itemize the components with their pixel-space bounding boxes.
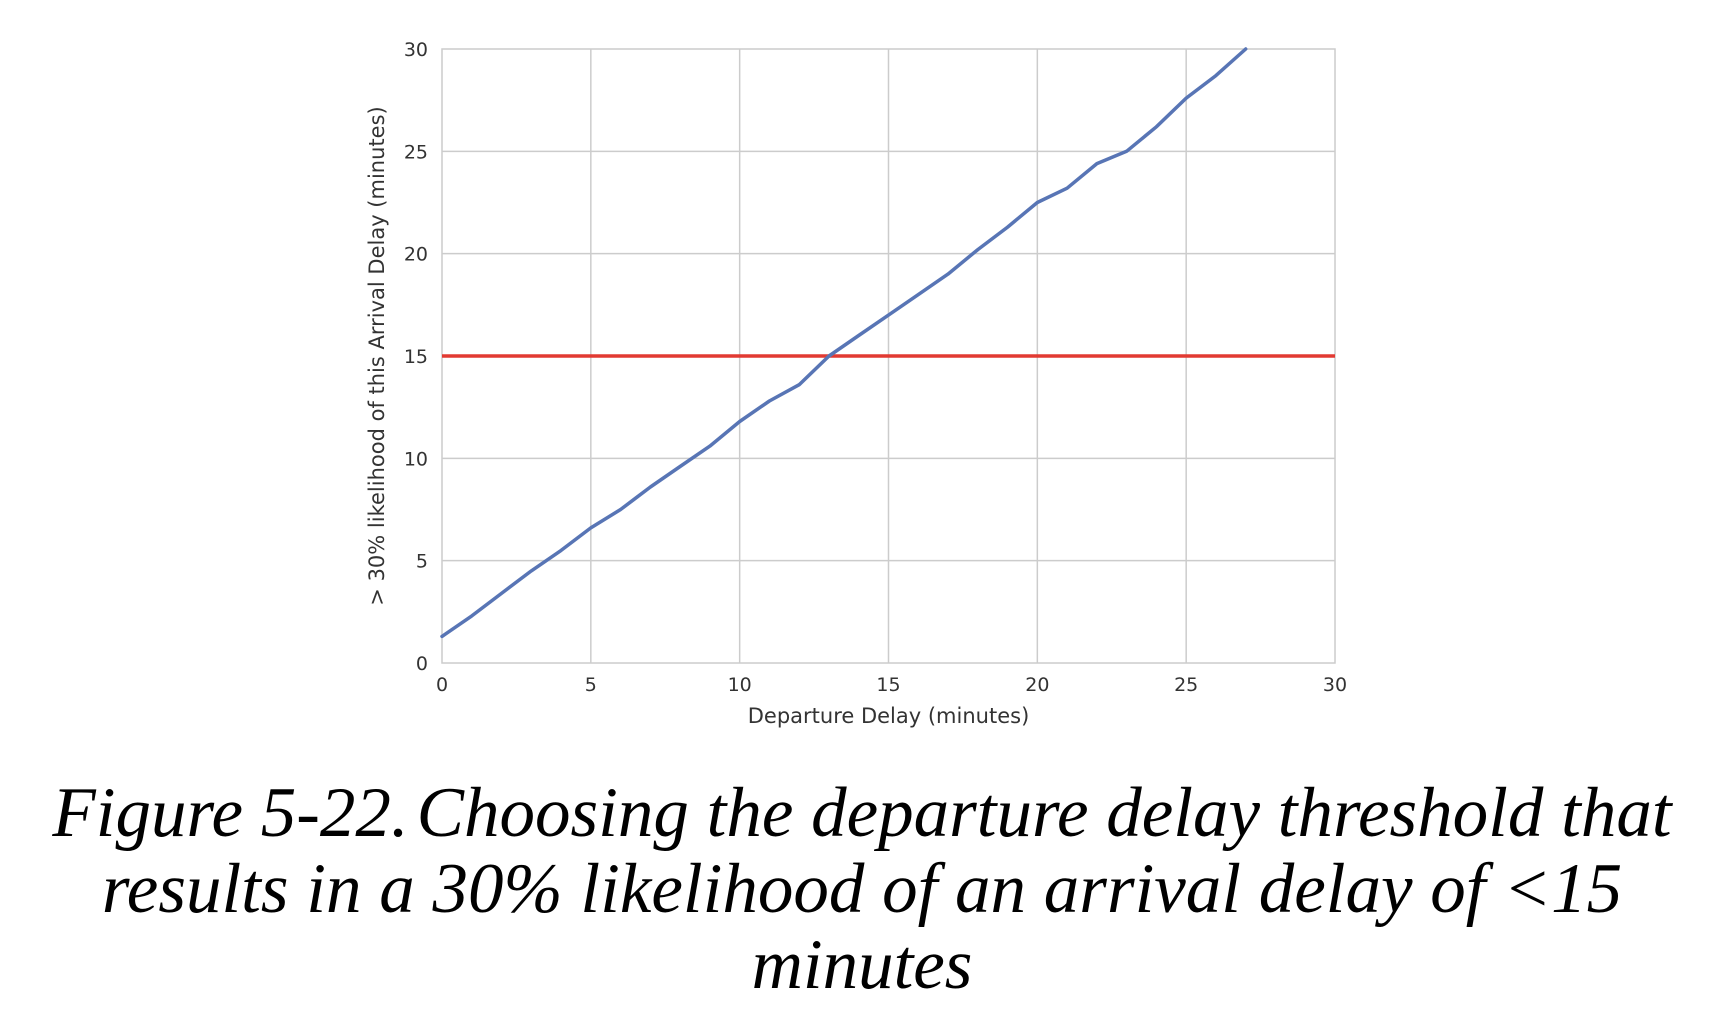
y-tick-label: 15 [404,346,428,368]
y-tick-label: 20 [404,244,428,266]
y-tick-label: 25 [404,141,428,163]
y-axis-title: > 30% likelihood of this Arrival Delay (… [365,106,389,605]
tick-labels: 0 5 10 15 20 25 30 0 5 10 15 20 25 30 [404,39,1347,696]
x-tick-label: 15 [876,674,900,696]
x-axis-title: Departure Delay (minutes) [748,704,1030,728]
series-layer [440,47,1335,639]
x-tick-label: 10 [728,674,752,696]
x-tick-label: 30 [1323,674,1347,696]
x-tick-label: 0 [436,674,448,696]
y-tick-label: 5 [416,551,428,573]
x-tick-label: 25 [1174,674,1198,696]
figure-caption: Figure 5-22. Choosing the departure delay… [0,775,1724,1003]
line-chart: 0 5 10 15 20 25 30 0 5 10 15 20 25 30 Departure Delay… [365,39,1347,728]
y-tick-label: 0 [416,653,428,675]
x-tick-label: 20 [1025,674,1049,696]
series-line [440,47,1248,639]
figure-number: Figure 5-22. [52,774,409,852]
y-tick-label: 30 [404,39,428,61]
caption-text: Choosing the departure delay threshold t… [101,774,1672,1004]
y-tick-label: 10 [404,448,428,470]
x-tick-label: 5 [585,674,597,696]
grid [442,49,1335,663]
